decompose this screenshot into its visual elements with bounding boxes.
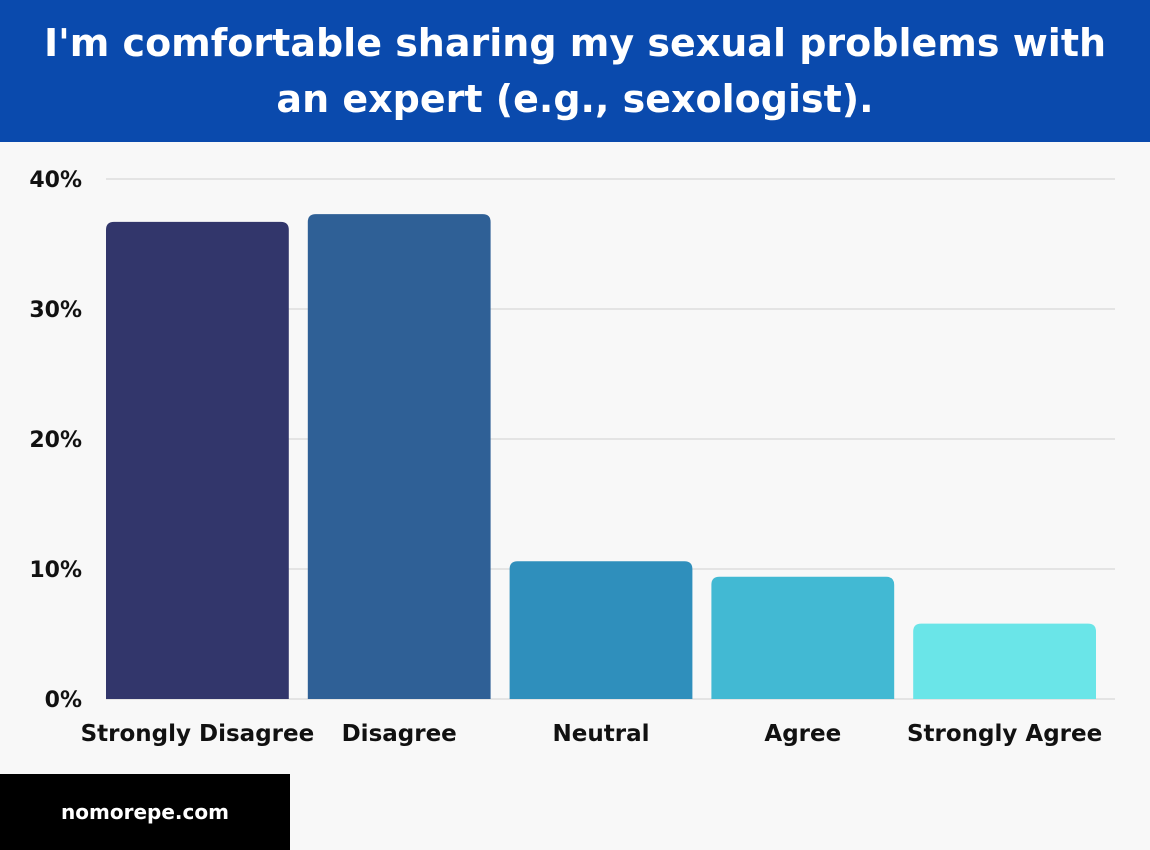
x-axis-ticks: Strongly Disagree Disagree Neutral Agree Str…	[81, 721, 1103, 747]
bar-strongly-agree	[913, 623, 1096, 699]
bar-neutral	[509, 561, 693, 699]
x-tick-label: Strongly Agree	[907, 721, 1102, 747]
bars	[106, 214, 1096, 699]
x-tick-label: Strongly Disagree	[81, 721, 315, 747]
chart-title: I'm comfortable sharing my sexual proble…	[43, 21, 1107, 121]
y-tick-label: 40%	[29, 168, 82, 193]
bar-chart: 0% 10% 20% 30% 40% Strongly Disagree Disagree…	[29, 168, 1115, 747]
bar-disagree	[307, 214, 491, 699]
y-axis-ticks: 0% 10% 20% 30% 40%	[29, 168, 82, 713]
x-tick-label: Agree	[764, 721, 841, 747]
x-tick-label: Disagree	[342, 721, 457, 747]
y-tick-label: 10%	[29, 558, 82, 583]
chart-header: I'm comfortable sharing my sexual proble…	[0, 0, 1150, 142]
bar-agree	[711, 576, 895, 699]
y-tick-label: 20%	[29, 428, 82, 453]
y-tick-label: 0%	[45, 688, 82, 713]
y-tick-label: 30%	[29, 298, 82, 323]
bar-strongly-disagree	[106, 221, 289, 699]
x-tick-label: Neutral	[553, 721, 650, 747]
footer-badge: nomorepe.com	[0, 774, 290, 850]
site-name: nomorepe.com	[61, 800, 229, 824]
